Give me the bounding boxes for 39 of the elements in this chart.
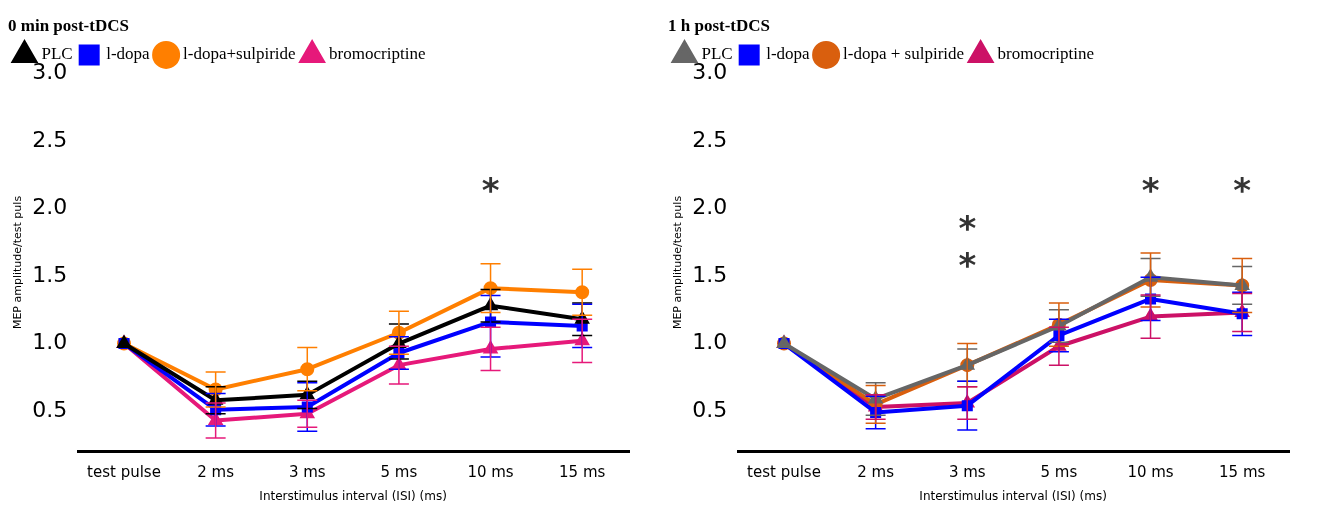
x-tick-label: test pulse xyxy=(747,463,821,482)
legend-label: l-dopa+sulpiride xyxy=(183,44,296,64)
y-tick-label: 2.0 xyxy=(32,194,68,220)
annotation: * xyxy=(958,245,977,286)
legend-label: l-dopa + sulpiride xyxy=(843,44,965,64)
x-tick-label: 2 ms xyxy=(857,463,895,482)
x-axis-title: Interstimulus interval (ISI) (ms) xyxy=(919,488,1107,503)
legend-label: bromocriptine xyxy=(997,44,1094,64)
x-tick-label: 10 ms xyxy=(467,463,514,482)
annotation: * xyxy=(481,169,500,210)
y-tick-label: 1.0 xyxy=(32,329,68,355)
x-tick-label: 5 ms xyxy=(380,463,418,482)
x-tick-label: 10 ms xyxy=(1127,463,1174,482)
chart-title: 1 h post-tDCS xyxy=(668,15,771,35)
y-tick-label: 2.5 xyxy=(692,126,728,152)
x-tick-label: 15 ms xyxy=(559,463,606,482)
x-tick-label: test pulse xyxy=(87,463,161,482)
annotation: * xyxy=(1233,169,1252,210)
y-tick-label: 1.5 xyxy=(692,261,728,287)
legend-label: l-dopa xyxy=(106,44,151,64)
x-tick-label: 2 ms xyxy=(197,463,235,482)
x-tick-label: 15 ms xyxy=(1219,463,1266,482)
y-tick-label: 0.5 xyxy=(692,396,728,422)
x-tick-label: 3 ms xyxy=(948,463,986,482)
legend-label: l-dopa xyxy=(766,44,811,64)
x-tick-label: 5 ms xyxy=(1040,463,1078,482)
x-tick-label: 3 ms xyxy=(288,463,326,482)
annotation: * xyxy=(1141,169,1160,210)
x-axis-title: Interstimulus interval (ISI) (ms) xyxy=(259,488,447,503)
annotation: * xyxy=(958,207,977,248)
y-tick-label: 2.0 xyxy=(692,194,728,220)
y-tick-label: 1.0 xyxy=(692,329,728,355)
legend-label: bromocriptine xyxy=(329,44,426,64)
chart-title: 0 min post-tDCS xyxy=(8,15,129,35)
y-tick-label: 1.5 xyxy=(32,261,68,287)
y-tick-label: 0.5 xyxy=(32,396,68,422)
y-axis-title: MEP amplitude/test puls xyxy=(671,195,685,330)
y-axis-title: MEP amplitude/test puls xyxy=(11,195,25,330)
y-tick-label: 2.5 xyxy=(32,126,68,152)
